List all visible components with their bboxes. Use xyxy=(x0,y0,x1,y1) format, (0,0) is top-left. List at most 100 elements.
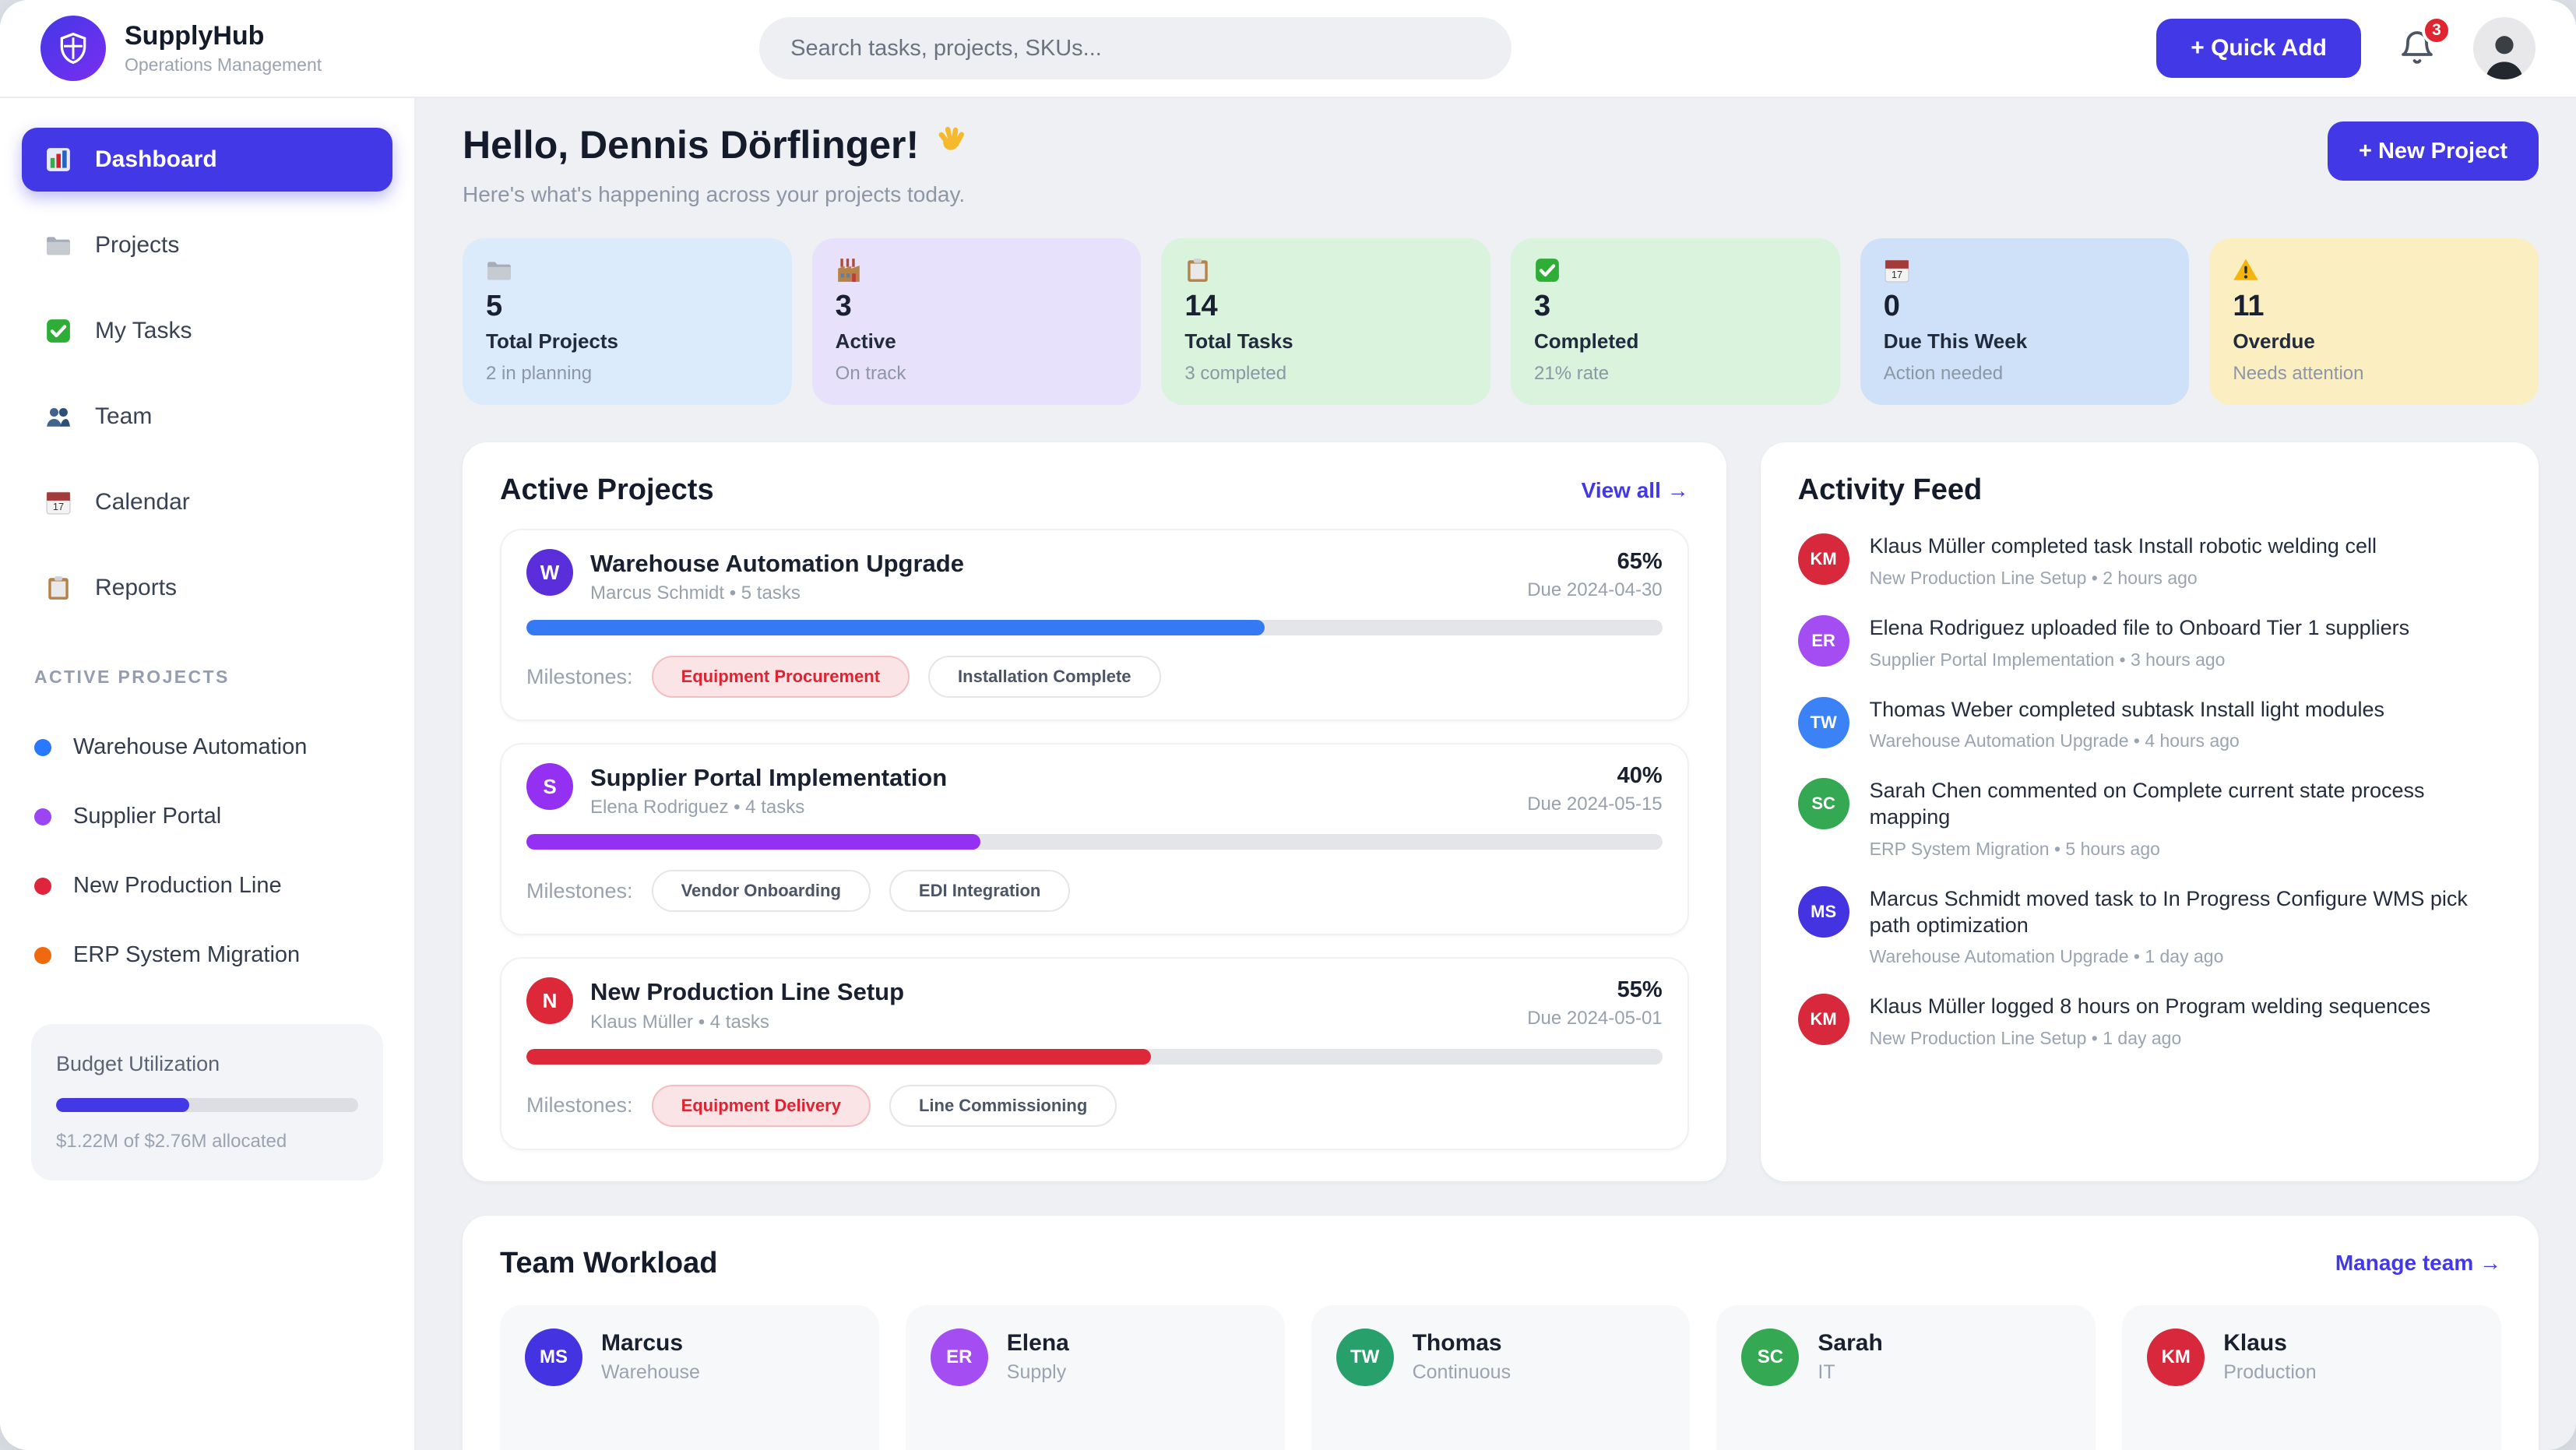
new-project-button[interactable]: + New Project xyxy=(2328,121,2539,181)
stat-sub: Action needed xyxy=(1884,363,2166,385)
sidebar-item-projects[interactable]: Projects xyxy=(22,213,392,277)
quick-add-button[interactable]: + Quick Add xyxy=(2156,19,2361,78)
stat-sub: 2 in planning xyxy=(486,363,769,385)
feed-text: Elena Rodriguez uploaded file to Onboard… xyxy=(1870,615,2409,642)
active-projects-heading: ACTIVE PROJECTS xyxy=(34,667,380,688)
clipboard-icon xyxy=(1184,257,1467,283)
team-card-thomas: TW Thomas Continuous 4Active 0Done Capac… xyxy=(1311,1305,1691,1450)
milestone-pill: Line Commissioning xyxy=(889,1085,1117,1127)
project-color-dot xyxy=(34,808,51,825)
milestone-pill: Equipment Procurement xyxy=(652,656,910,698)
project-meta: Elena Rodriguez • 4 tasks xyxy=(590,797,947,818)
project-due-date: Due 2024-05-01 xyxy=(1527,1008,1662,1029)
page-greeting: Hello, Dennis Dörflinger! xyxy=(463,121,969,168)
member-name: Thomas xyxy=(1413,1330,1511,1357)
sidebar-item-label: Reports xyxy=(95,575,177,601)
team-icon xyxy=(44,402,73,431)
app-title: SupplyHub xyxy=(125,21,322,51)
notification-badge: 3 xyxy=(2422,16,2451,45)
member-avatar: TW xyxy=(1336,1329,1394,1386)
project-progress-fill xyxy=(526,620,1265,635)
sidebar-item-reports[interactable]: Reports xyxy=(22,556,392,620)
feed-avatar: KM xyxy=(1798,994,1849,1045)
team-card-klaus: KM Klaus Production 1Active 1Done Capaci… xyxy=(2122,1305,2501,1450)
budget-caption: $1.22M of $2.76M allocated xyxy=(56,1131,358,1153)
milestones-label: Milestones: xyxy=(526,879,633,903)
feed-text: Marcus Schmidt moved task to In Progress… xyxy=(1870,886,2501,939)
stat-label: Total Projects xyxy=(486,329,769,354)
sidebar-project-label: ERP System Migration xyxy=(73,942,300,968)
member-avatar: ER xyxy=(931,1329,988,1386)
search-input[interactable] xyxy=(759,17,1511,79)
team-card-sarah: SC Sarah IT 2Active 1Done Capacity75% xyxy=(1716,1305,2096,1450)
user-avatar[interactable] xyxy=(2473,17,2536,79)
svg-text:17: 17 xyxy=(1892,269,1902,280)
notification-bell-icon[interactable]: 3 xyxy=(2395,26,2439,70)
member-role: Warehouse xyxy=(601,1361,700,1384)
stat-card-active: 3 Active On track xyxy=(812,238,1142,405)
sidebar-project-warehouse-automation[interactable]: Warehouse Automation xyxy=(22,719,392,776)
stat-sub: Needs attention xyxy=(2233,363,2515,385)
feed-avatar: SC xyxy=(1798,778,1849,829)
feed-avatar: ER xyxy=(1798,615,1849,667)
milestones-label: Milestones: xyxy=(526,665,633,689)
activity-feed-title: Activity Feed xyxy=(1798,473,2501,507)
sidebar-item-label: My Tasks xyxy=(95,318,192,344)
sidebar-item-team[interactable]: Team xyxy=(22,385,392,449)
sidebar-project-supplier-portal[interactable]: Supplier Portal xyxy=(22,788,392,845)
sidebar-item-dashboard[interactable]: Dashboard xyxy=(22,128,392,192)
main-content: Hello, Dennis Dörflinger! Here's what's … xyxy=(416,97,2576,1450)
bar-chart-icon xyxy=(44,145,73,174)
project-card-supplier-portal-implementation[interactable]: S Supplier Portal Implementation Elena R… xyxy=(500,743,1689,935)
project-card-warehouse-automation-upgrade[interactable]: W Warehouse Automation Upgrade Marcus Sc… xyxy=(500,529,1689,721)
project-progress-fill xyxy=(526,1049,1151,1065)
stat-card-total-tasks: 14 Total Tasks 3 completed xyxy=(1161,238,1490,405)
member-name: Marcus xyxy=(601,1330,700,1357)
budget-title: Budget Utilization xyxy=(56,1052,358,1076)
feed-item: ER Elena Rodriguez uploaded file to Onbo… xyxy=(1798,615,2501,670)
sidebar-item-calendar[interactable]: 17 Calendar xyxy=(22,470,392,534)
manage-team-link[interactable]: Manage team → xyxy=(2335,1251,2501,1276)
feed-meta: ERP System Migration • 5 hours ago xyxy=(1870,839,2501,860)
sidebar: Dashboard Projects My Tasks Team 17 Cale… xyxy=(0,97,416,1450)
stat-card-overdue: 11 Overdue Needs attention xyxy=(2209,238,2539,405)
project-percent: 40% xyxy=(1527,763,1662,789)
project-due-date: Due 2024-05-15 xyxy=(1527,794,1662,815)
sidebar-project-new-production-line[interactable]: New Production Line xyxy=(22,857,392,914)
wave-icon xyxy=(931,121,969,168)
member-role: Continuous xyxy=(1413,1361,1511,1384)
project-percent: 65% xyxy=(1527,549,1662,575)
sidebar-project-label: Warehouse Automation xyxy=(73,734,307,760)
project-name: New Production Line Setup xyxy=(590,977,904,1006)
view-all-link[interactable]: View all → xyxy=(1582,478,1689,503)
feed-meta: Supplier Portal Implementation • 3 hours… xyxy=(1870,649,2409,670)
member-avatar: KM xyxy=(2147,1329,2205,1386)
active-projects-title: Active Projects xyxy=(500,473,714,507)
feed-text: Thomas Weber completed subtask Install l… xyxy=(1870,697,2384,723)
sidebar-item-label: Dashboard xyxy=(95,146,217,173)
stat-label: Due This Week xyxy=(1884,329,2166,354)
active-projects-panel: Active Projects View all → W Warehouse A… xyxy=(463,442,1726,1181)
stat-label: Completed xyxy=(1534,329,1817,354)
project-card-new-production-line-setup[interactable]: N New Production Line Setup Klaus Müller… xyxy=(500,957,1689,1149)
greeting-text: Hello, Dennis Dörflinger! xyxy=(463,122,919,167)
feed-avatar: MS xyxy=(1798,886,1849,938)
sidebar-project-erp-system-migration[interactable]: ERP System Migration xyxy=(22,927,392,984)
feed-item: SC Sarah Chen commented on Complete curr… xyxy=(1798,778,2501,860)
calendar-icon: 17 xyxy=(44,487,73,517)
activity-feed-panel: Activity Feed KM Klaus Müller completed … xyxy=(1761,442,2539,1181)
feed-item: KM Klaus Müller completed task Install r… xyxy=(1798,533,2501,589)
stat-sub: 21% rate xyxy=(1534,363,1817,385)
brand: SupplyHub Operations Management xyxy=(40,16,322,81)
stat-value: 3 xyxy=(836,290,1118,323)
check-icon xyxy=(1534,257,1817,283)
feed-text: Sarah Chen commented on Complete current… xyxy=(1870,778,2501,831)
feed-item: MS Marcus Schmidt moved task to In Progr… xyxy=(1798,886,2501,968)
stat-card-due-this-week: 17 0 Due This Week Action needed xyxy=(1860,238,2190,405)
sidebar-item-my-tasks[interactable]: My Tasks xyxy=(22,299,392,363)
feed-meta: Warehouse Automation Upgrade • 1 day ago xyxy=(1870,946,2501,967)
shield-logo-icon xyxy=(40,16,106,81)
feed-meta: Warehouse Automation Upgrade • 4 hours a… xyxy=(1870,730,2384,751)
project-progress-bar xyxy=(526,834,1663,850)
feed-text: Klaus Müller completed task Install robo… xyxy=(1870,533,2377,560)
